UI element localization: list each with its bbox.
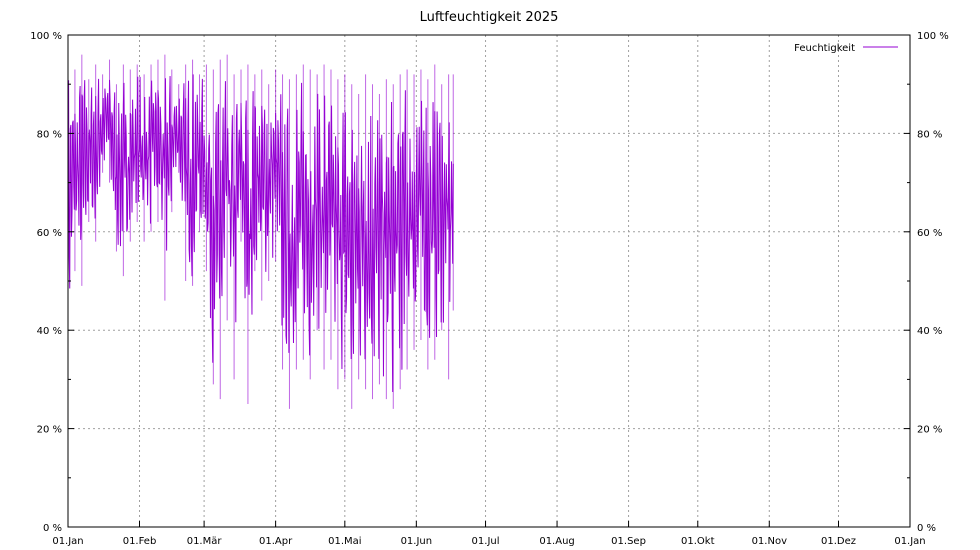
- x-tick-label: 01.Apr: [259, 536, 293, 547]
- legend-label: Feuchtigkeit: [794, 43, 855, 54]
- axis-ticks: [67, 34, 911, 528]
- y-tick-label-right: 100 %: [917, 31, 949, 42]
- y-tick-label-right: 60 %: [917, 228, 942, 239]
- y-tick-label-left: 60 %: [37, 228, 62, 239]
- y-tick-label-right: 40 %: [917, 326, 942, 337]
- x-tick-label: 01.Sep: [611, 536, 646, 547]
- grid-lines: [68, 35, 910, 527]
- x-tick-label: 01.Jan: [52, 536, 83, 547]
- legend: Feuchtigkeit: [794, 43, 898, 54]
- tick-labels: 0 % 0 % 20 % 20 % 40 % 40 % 60 % 60 % 80 % 80 % 10…: [30, 31, 949, 547]
- x-tick-label: 01.Mai: [328, 536, 361, 547]
- series-line-feuchtigkeit: [67, 74, 454, 393]
- y-tick-label-left: 0 %: [43, 523, 62, 534]
- x-tick-label: 01.Mär: [187, 536, 223, 547]
- x-tick-label: 01.Dez: [821, 536, 856, 547]
- x-tick-label: 01.Okt: [681, 536, 715, 547]
- y-tick-label-right: 0 %: [917, 523, 936, 534]
- y-tick-label-left: 100 %: [30, 31, 62, 42]
- x-tick-label: 01.Aug: [539, 536, 574, 547]
- x-tick-label: 01.Jun: [401, 536, 433, 547]
- chart-title: Luftfeuchtigkeit 2025: [420, 10, 559, 25]
- x-tick-label: 01.Jan: [894, 536, 925, 547]
- x-tick-label: 01.Nov: [752, 536, 788, 547]
- y-tick-label-left: 40 %: [37, 326, 62, 337]
- y-tick-label-right: 20 %: [917, 425, 942, 436]
- x-tick-label: 01.Jul: [472, 536, 500, 547]
- y-tick-label-left: 80 %: [37, 129, 62, 140]
- y-tick-label-left: 20 %: [37, 425, 62, 436]
- x-tick-label: 01.Feb: [123, 536, 157, 547]
- y-tick-label-right: 80 %: [917, 129, 942, 140]
